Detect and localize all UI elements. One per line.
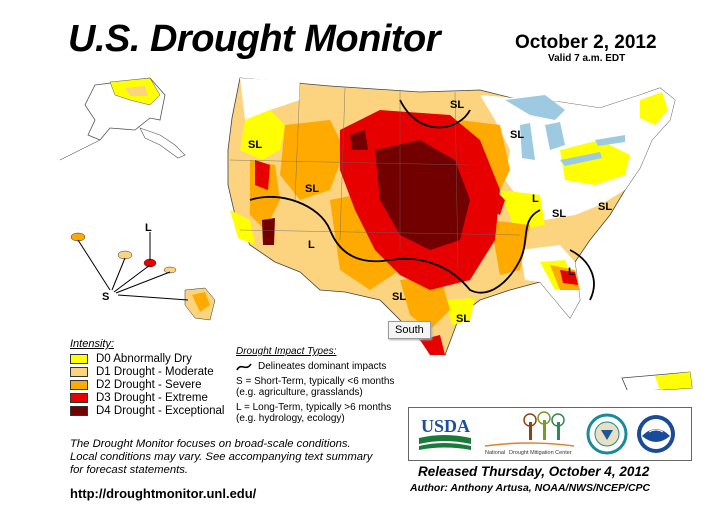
legend-swatch (70, 392, 88, 403)
legend-label: D3 Drought - Extreme (96, 391, 208, 404)
impact-short-line2: (e.g. agriculture, grasslands) (236, 387, 363, 398)
page-title: U.S. Drought Monitor (68, 18, 441, 60)
legend-item: D4 Drought - Exceptional (70, 404, 224, 417)
legend-item: D3 Drought - Extreme (70, 391, 224, 404)
impact-label-sl: SL (305, 183, 319, 195)
logos-graphic: USDA National Drought Mitigation Center (419, 411, 675, 456)
impact-label-sl: SL (510, 129, 524, 141)
legend-item: D1 Drought - Moderate (70, 365, 224, 378)
note-line: Local conditions may vary. See accompany… (70, 451, 373, 463)
impact-label-l: L (308, 239, 315, 251)
impact-label-sl: SL (552, 208, 566, 220)
map-date: October 2, 2012 (515, 32, 657, 53)
hawaii-region[interactable] (70, 232, 216, 321)
release-date: Released Thursday, October 4, 2012 (418, 464, 650, 479)
legend-title: Intensity: (70, 338, 115, 350)
impact-line-icon (236, 363, 252, 370)
impact-label-sl: SL (450, 99, 464, 111)
impact-label-sl: SL (248, 139, 262, 151)
svg-text:USDA: USDA (421, 416, 470, 436)
doc-seal-logo[interactable] (586, 413, 628, 455)
drought-map[interactable]: SL SL SL SL SL SL SL SL L L L L S (0, 60, 724, 390)
legend-swatch (70, 353, 88, 364)
note-line: for forecast statements. (70, 464, 189, 476)
svg-text:National: National (485, 450, 505, 456)
impact-short: S = Short-Term, typically <6 months (e.g… (236, 376, 411, 398)
agency-logos: USDA National Drought Mitigation Center (408, 407, 692, 461)
impact-delineates: Delineates dominant impacts (258, 361, 387, 372)
svg-text:Drought Mitigation Center: Drought Mitigation Center (509, 450, 572, 456)
impact-label-sl: SL (598, 201, 612, 213)
impact-long: L = Long-Term, typically >6 months (e.g.… (236, 402, 411, 424)
legend-label: D4 Drought - Exceptional (96, 404, 225, 417)
impact-label-l: L (145, 222, 152, 234)
legend-label: D1 Drought - Moderate (96, 365, 214, 378)
legend-swatch (70, 366, 88, 377)
website-link[interactable]: http://droughtmonitor.unl.edu/ (70, 486, 257, 501)
legend-swatch (70, 379, 88, 390)
impact-title: Drought Impact Types: (236, 346, 337, 357)
disclaimer-note: The Drought Monitor focuses on broad-sca… (70, 438, 410, 477)
impact-label-sl: SL (456, 313, 470, 325)
noaa-logo[interactable] (637, 415, 675, 453)
alaska-region[interactable] (59, 77, 186, 161)
puerto-rico-region[interactable] (621, 371, 693, 390)
impact-long-line2: (e.g. hydrology, ecology) (236, 413, 345, 424)
impact-legend: Drought Impact Types: Delineates dominan… (236, 346, 411, 428)
legend-item: D0 Abnormally Dry (70, 352, 224, 365)
legend-item: D2 Drought - Severe (70, 378, 224, 391)
note-line: The Drought Monitor focuses on broad-sca… (70, 438, 351, 450)
intensity-legend: Intensity: D0 Abnormally Dry D1 Drought … (70, 338, 224, 417)
legend-swatch (70, 405, 88, 416)
usda-logo[interactable]: USDA (419, 416, 471, 450)
impact-label-l: L (532, 193, 539, 205)
valid-time: Valid 7 a.m. EDT (548, 53, 626, 64)
impact-label-sl: SL (392, 291, 406, 303)
impact-label-s: S (102, 291, 109, 303)
legend-label: D0 Abnormally Dry (96, 352, 192, 365)
impact-label-l: L (568, 266, 575, 278)
ndmc-logo[interactable]: National Drought Mitigation Center (484, 411, 575, 456)
impact-delineates-row: Delineates dominant impacts (236, 361, 411, 372)
legend-label: D2 Drought - Severe (96, 378, 202, 391)
region-tooltip: South (388, 321, 431, 339)
impact-long-line1: L = Long-Term, typically >6 months (236, 402, 392, 413)
conus-region[interactable] (227, 77, 676, 356)
author-credit: Author: Anthony Artusa, NOAA/NWS/NCEP/CP… (410, 482, 651, 494)
impact-short-line1: S = Short-Term, typically <6 months (236, 376, 395, 387)
